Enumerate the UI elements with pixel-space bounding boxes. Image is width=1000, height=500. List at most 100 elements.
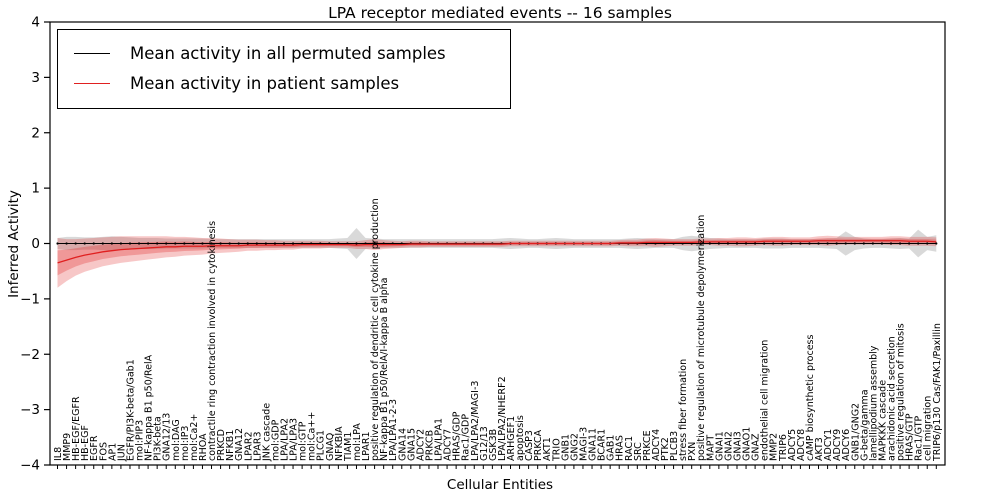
x-tick-label: GNAZ (751, 433, 762, 461)
x-tick-label: MMP9 (62, 433, 73, 461)
y-tick-label: −3 (20, 402, 40, 418)
y-tick-label: 0 (31, 236, 40, 252)
x-tick-label: PRKCD (216, 429, 227, 461)
x-tick-label: BCAR1 (597, 429, 608, 461)
x-tick-label: endothelial cell migration (760, 340, 771, 461)
x-tick-label: EGFR (89, 435, 100, 461)
x-tick-label: RHOA (198, 433, 209, 461)
x-tick-label: positive regulation of microtubule depol… (696, 215, 707, 461)
x-tick-label: JNK cascade (261, 403, 272, 462)
x-tick-label: cAMP biosynthetic process (805, 335, 816, 461)
x-tick-label: HRAS/GTP (905, 413, 916, 461)
x-tick-label: mol:GTP (298, 421, 309, 461)
legend-entry-permuted: Mean activity in all permuted samples (58, 38, 510, 68)
x-tick-label: GNB1 (560, 434, 571, 461)
x-tick-label: apoptosis (515, 415, 526, 461)
patient-line-swatch (74, 82, 110, 84)
x-tick-label: ADCY4 (651, 429, 662, 461)
x-tick-label: Rac1/GDP (461, 414, 472, 461)
x-tick-label: LPA/LPA2/MAGI-3 (470, 381, 481, 461)
x-axis-label: Cellular Entities (446, 477, 554, 493)
x-tick-label: PRKCA (533, 429, 544, 461)
x-tick-label: ADCY6 (841, 429, 852, 461)
x-tick-label: MAGI-3 (578, 427, 589, 461)
patient-band-inner (57, 238, 937, 276)
x-tick-label: NFKB1 (225, 430, 236, 461)
x-tick-label: positive regulation of dendritic cell cy… (370, 198, 381, 461)
x-tick-label: LPAR1 (361, 431, 372, 461)
x-tick-label: GNG2 (569, 433, 580, 461)
patient-mean-line (57, 240, 937, 264)
legend: Mean activity in all permuted samples Me… (57, 29, 511, 109)
x-tick-label: ADCY9 (832, 429, 843, 461)
x-tick-label: ADCY8 (796, 429, 807, 461)
x-tick-label: TRIO (551, 438, 562, 462)
x-tick-label: mol:Ca2+ (189, 414, 200, 461)
x-tick-label: JUN (116, 444, 127, 462)
x-tick-label: LPA/LPA2 (279, 418, 290, 461)
x-tick-label: EGFR/PI3K-beta/Gab1 (125, 359, 136, 461)
x-tick-label: RAC1 (624, 436, 635, 461)
x-tick-label: GNAI2 (723, 431, 734, 461)
x-tick-label: HB-EGF/EGFR (71, 396, 82, 461)
x-tick-label: mol:GDP (270, 419, 281, 461)
x-tick-label: GNA15 (406, 428, 417, 461)
x-tick-label: NF-kappa B1 p50/RelA (144, 354, 155, 461)
x-tick-label: GNAO1 (742, 427, 753, 461)
x-tick-label: lamellipodium assembly (868, 345, 879, 461)
x-tick-label: mol:DAG (171, 419, 182, 461)
x-tick-label: MAPT (705, 435, 716, 461)
x-tick-label-group: IL8MMP9HB-EGF/EGFRHB-EGFEGFRFOSAP1JUNEGF… (53, 198, 943, 462)
x-tick-label: arachidonic acid secretion (887, 336, 898, 461)
legend-label-permuted: Mean activity in all permuted samples (130, 43, 446, 63)
x-tick-label: AKT3 (814, 437, 825, 461)
x-tick-label: GSK3B (488, 429, 499, 461)
x-tick-label: TRIP6 (778, 434, 789, 462)
y-tick-label: −4 (20, 458, 40, 474)
x-tick-label: mol:Ca++ (307, 412, 318, 461)
y-tick-label: −1 (20, 291, 40, 307)
x-tick-label: LPA/LPA2/NHERF2 (497, 376, 508, 461)
x-tick-label: mol:LPA (352, 423, 363, 461)
x-tick-label: LPAR2 (243, 431, 254, 461)
x-tick-label: GNA12 (234, 428, 245, 461)
x-tick-label: IL8 (53, 447, 64, 461)
y-tick-label: 3 (31, 70, 40, 86)
x-tick-label: PTK2 (660, 437, 671, 461)
x-tick-label: stress fiber formation (678, 359, 689, 461)
x-tick-label: CASP3 (524, 430, 535, 461)
patient-band-outer (57, 235, 937, 288)
x-tick-label: MMP2 (769, 433, 780, 461)
x-tick-label: cell migration (923, 396, 934, 461)
x-tick-label: ADCY1 (823, 429, 834, 461)
x-tick-label: AKT1 (542, 437, 553, 461)
x-tick-label: contractile ring contraction involved in… (207, 221, 218, 461)
x-tick-label: PI3K-beta (153, 416, 164, 461)
x-tick-label: G-beta/gamma (859, 389, 870, 461)
x-tick-label: NFKBIA (334, 426, 345, 461)
x-tick-label: HRAS/GDP (452, 411, 463, 461)
x-tick-label: LPA/LPA3 (289, 418, 300, 461)
x-tick-group (57, 465, 937, 469)
x-tick-label: GNAI3 (732, 431, 743, 461)
x-tick-label: SRC (633, 442, 644, 461)
x-tick-label: mol:IP3 (180, 426, 191, 461)
x-tick-label: HRAS (615, 435, 626, 461)
legend-entry-patient: Mean activity in patient samples (58, 68, 510, 98)
x-tick-label: GNA12/13 (162, 413, 173, 461)
x-tick-label: G12/13 (479, 426, 490, 461)
x-tick-label: GNAI1 (714, 431, 725, 461)
x-tick-label: LPA/LPA1-2-3 (388, 399, 399, 461)
chart-title: LPA receptor mediated events -- 16 sampl… (328, 4, 672, 22)
x-tick-label: TRIP6/p130 Cas/FAK1/Paxillin (932, 323, 943, 462)
y-tick-label: −2 (20, 347, 40, 363)
x-tick-label: GAB1 (606, 435, 617, 461)
x-tick-label: GNB1/GNG2 (850, 403, 861, 461)
x-tick-label: PRKCE (642, 430, 653, 461)
x-tick-label: mol:PIP3 (135, 420, 146, 461)
x-tick-label: FOS (98, 442, 109, 461)
x-tick-label: NF-kappa B1 p50/RelA/I-kappa B alpha (379, 278, 390, 461)
y-axis-label: Inferred Activity (6, 190, 22, 298)
